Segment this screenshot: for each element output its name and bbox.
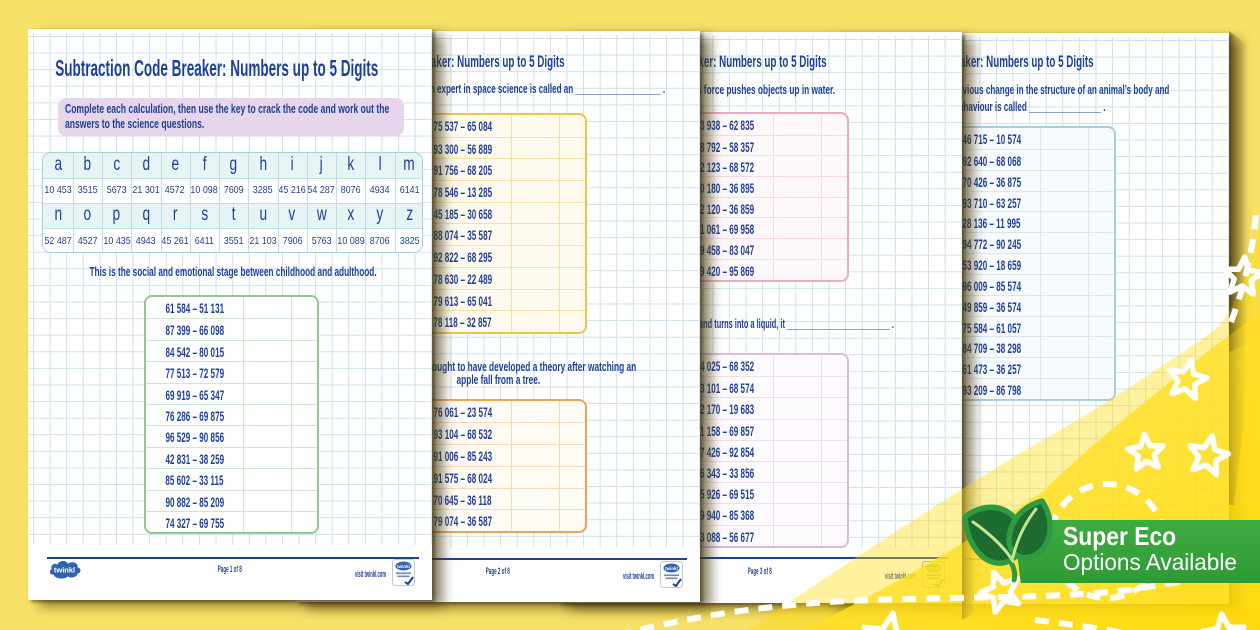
svg-text:twinkl: twinkl	[927, 566, 940, 571]
svg-text:twinkl: twinkl	[397, 564, 410, 569]
svg-text:twinkl: twinkl	[665, 565, 678, 570]
svg-text:twinkl: twinkl	[54, 566, 75, 575]
